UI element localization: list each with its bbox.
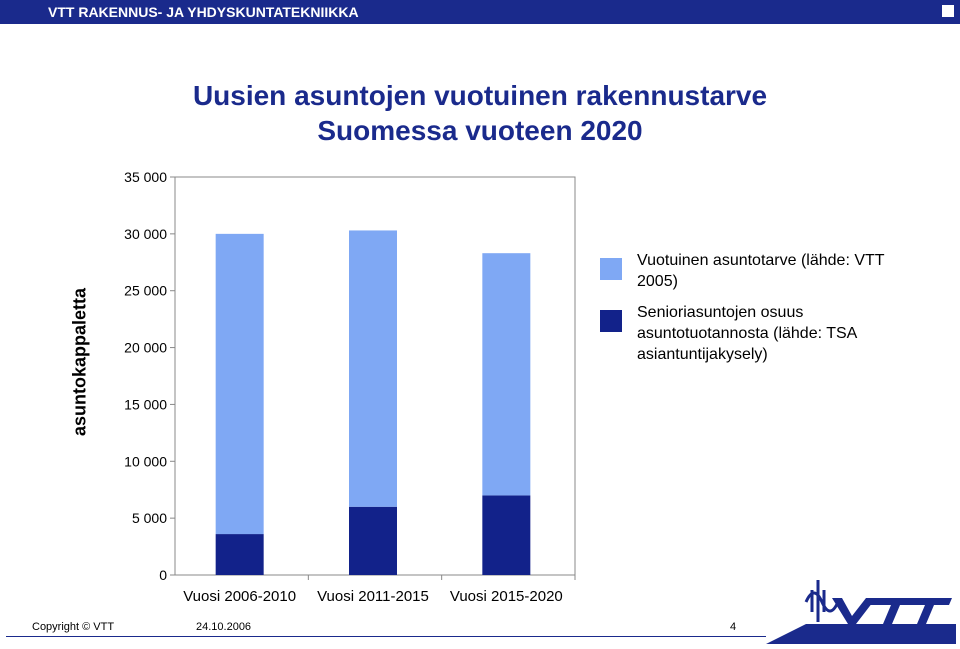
legend-swatch-senior <box>600 310 622 332</box>
footer-page-number: 4 <box>730 621 737 633</box>
footer-divider <box>6 636 766 637</box>
header-square-icon <box>942 5 954 17</box>
y-tick-label: 10 000 <box>124 453 167 469</box>
chart-categories: Vuosi 2006-2010 Vuosi 2011-2015 Vuosi 2015… <box>183 575 576 605</box>
category-label: Vuosi 2011-2015 <box>317 588 429 605</box>
legend: Vuotuinen asuntotarve (lähde: VTT 2005) … <box>600 250 900 375</box>
footer-copyright: Copyright © VTT <box>32 621 115 633</box>
bar-segment-senior <box>349 506 397 575</box>
y-tick-label: 20 000 <box>124 340 167 356</box>
category-label: Vuosi 2015-2020 <box>450 588 563 605</box>
y-tick-label: 15 000 <box>124 396 167 412</box>
bar-segment-total <box>482 253 531 496</box>
title-line-2: Suomessa vuoteen 2020 <box>317 115 643 146</box>
legend-item-total: Vuotuinen asuntotarve (lähde: VTT 2005) <box>600 250 900 292</box>
bar-segment-senior <box>482 495 531 575</box>
y-tick-label: 35 000 <box>124 169 167 185</box>
vtt-logo-icon <box>766 580 956 644</box>
bar-segment-total <box>215 233 264 535</box>
y-tick-label: 25 000 <box>124 283 167 299</box>
legend-item-senior: Senioriasuntojen osuus asuntotuotannosta… <box>600 302 900 365</box>
vtt-logo <box>766 572 956 644</box>
header-org-name: VTT RAKENNUS- JA YHDYSKUNTATEKNIIKKA <box>48 4 359 20</box>
title-line-1: Uusien asuntojen vuotuinen rakennustarve <box>192 80 768 111</box>
footer-date: 24.10.2006 <box>196 621 252 633</box>
bar-segment-total <box>349 230 397 507</box>
legend-label-senior: Senioriasuntojen osuus asuntotuotannosta… <box>637 304 857 363</box>
chart-bars <box>215 230 531 575</box>
legend-label-total: Vuotuinen asuntotarve (lähde: VTT 2005) <box>637 252 885 290</box>
header-bar: VTT RAKENNUS- JA YHDYSKUNTATEKNIIKKA <box>0 0 960 24</box>
legend-swatch-total <box>600 258 622 280</box>
bar-segment-senior <box>215 534 264 575</box>
page-title: Uusien asuntojen vuotuinen rakennustarve… <box>0 78 960 148</box>
y-tick-label: 5 000 <box>132 510 167 526</box>
chart-ticks: 0 5 000 10 000 15 000 20 000 25 000 30 000 35 0… <box>124 169 175 583</box>
y-tick-label: 0 <box>159 567 167 583</box>
category-label: Vuosi 2006-2010 <box>183 588 296 605</box>
y-tick-label: 30 000 <box>124 226 167 242</box>
